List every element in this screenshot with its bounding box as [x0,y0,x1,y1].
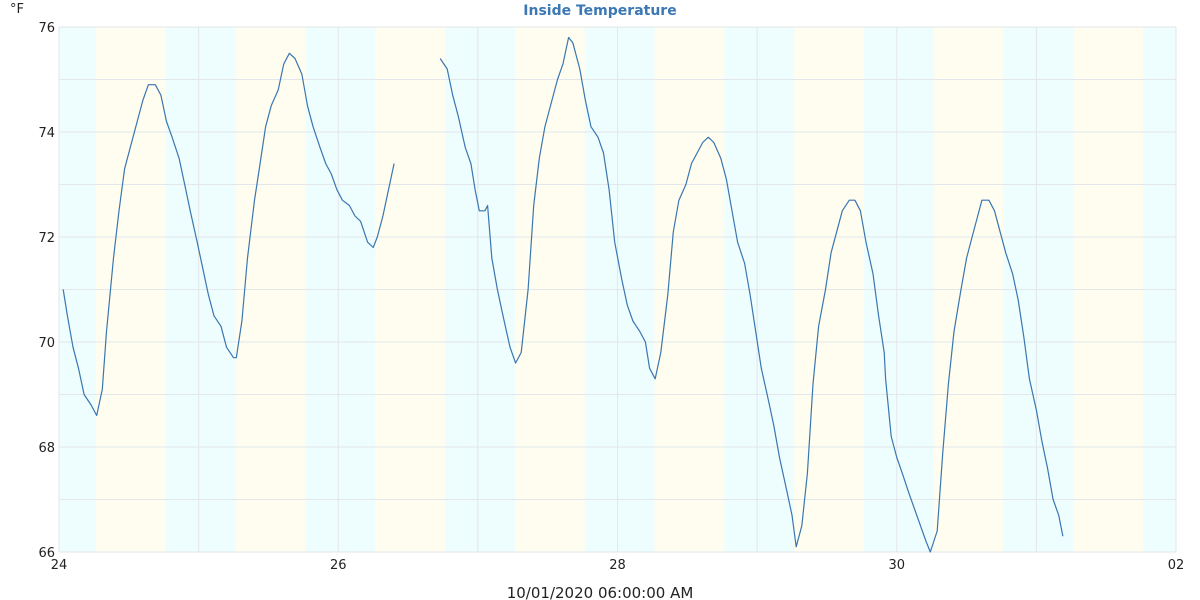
x-tick-label: 24 [51,558,68,573]
gridlines [58,26,1177,553]
x-tick-label: 28 [609,558,626,573]
x-tick-label: 02 [1168,558,1185,573]
temperature-series-segment [62,52,395,417]
y-axis-unit: °F [10,2,24,17]
y-tick-label: 76 [38,21,55,36]
y-axis-ticks: 66 68 70 72 74 76 [38,21,55,561]
x-axis-label: 10/01/2020 06:00:00 AM [507,584,694,600]
y-tick-label: 74 [38,126,55,141]
y-tick-label: 72 [38,231,55,246]
y-tick-label: 70 [38,336,55,351]
temperature-line [62,36,1064,553]
y-tick-label: 66 [38,546,55,561]
temperature-series-segment [439,36,1064,553]
x-tick-label: 26 [330,558,347,573]
x-axis-ticks: 24 26 28 30 02 [51,558,1185,573]
y-tick-label: 68 [38,441,55,456]
chart-title: Inside Temperature [523,3,676,19]
x-tick-label: 30 [888,558,905,573]
